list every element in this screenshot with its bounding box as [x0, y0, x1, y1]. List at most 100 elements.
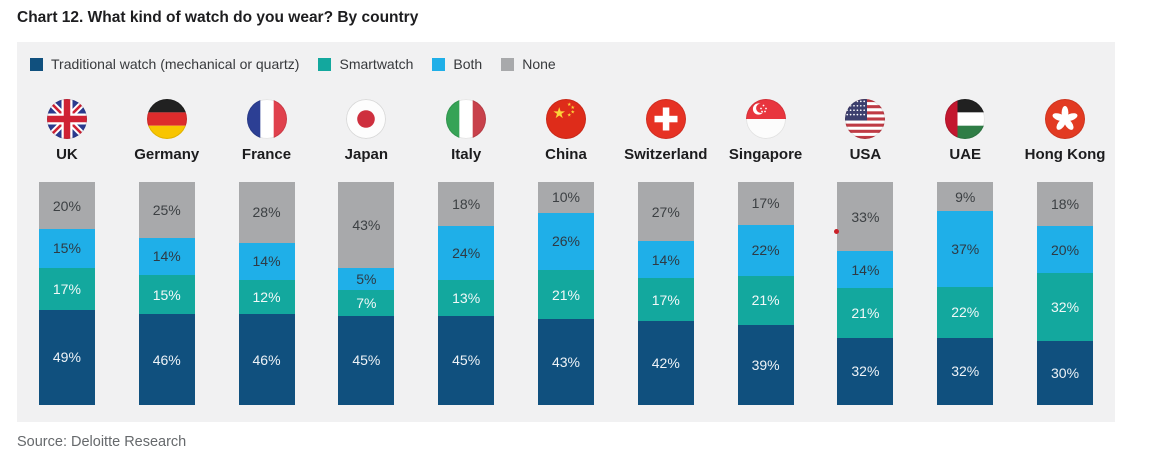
svg-text:★: ★ — [570, 110, 575, 116]
legend: Traditional watch (mechanical or quartz)… — [17, 42, 1115, 72]
country-column: France 28% 14% 12% 46% — [217, 99, 317, 405]
bar-segment: 24% — [438, 226, 495, 281]
bar-segment: 45% — [438, 315, 495, 405]
bar-segment: 46% — [238, 314, 295, 405]
bar-segment: 17% — [737, 182, 794, 225]
bar-segment: 12% — [238, 280, 295, 315]
legend-swatch-icon — [432, 57, 446, 71]
bar-segment: 30% — [1037, 340, 1094, 405]
bar-segment: 21% — [737, 275, 794, 326]
country-column: UAE 9% 37% 22% 32% — [915, 99, 1015, 405]
page-title: Chart 12. What kind of watch do you wear… — [17, 9, 419, 26]
bar-segment: 14% — [837, 251, 894, 289]
bar-segment: 32% — [837, 337, 894, 405]
bar-segment: 22% — [737, 224, 794, 276]
bar-segment: 17% — [637, 278, 694, 321]
bar-segment: 28% — [238, 182, 295, 243]
svg-text:★: ★ — [567, 102, 572, 108]
bar-segment: 32% — [1037, 273, 1094, 341]
bar-segment: 13% — [438, 280, 495, 316]
flag-france-icon — [246, 99, 287, 139]
country-label: France — [241, 146, 292, 163]
bar-segment: 22% — [937, 286, 994, 338]
stacked-bar: 9% 37% 22% 32% — [937, 182, 994, 405]
bar-segment: 37% — [937, 211, 994, 287]
legend-item: None — [501, 56, 556, 72]
legend-label: Both — [453, 56, 483, 72]
bar-segment: 43% — [537, 319, 594, 405]
bar-segment: 14% — [238, 242, 295, 281]
legend-item: Smartwatch — [318, 56, 413, 72]
chart-columns: UK 20% 15% 17% 49% Germany 25% 14% 15% 46% France 2… — [17, 99, 1115, 405]
bar-segment: 9% — [937, 182, 994, 212]
bar-segment: 18% — [1037, 182, 1094, 227]
legend-swatch-icon — [318, 57, 332, 71]
country-label: UK — [56, 146, 78, 163]
stacked-bar: 17% 22% 21% 39% — [737, 182, 794, 405]
bar-segment: 25% — [138, 182, 195, 238]
stacked-bar: 18% 20% 32% 30% — [1037, 182, 1094, 405]
svg-text:★: ★ — [567, 113, 572, 119]
legend-swatch-icon — [501, 57, 515, 71]
flag-japan-icon — [346, 99, 387, 139]
stacked-bar: 43% 5% 7% 45% — [338, 182, 395, 405]
stacked-bar: 10% 26% 21% 43% — [537, 182, 594, 405]
bar-segment: 21% — [837, 288, 894, 338]
bar-segment: 21% — [537, 270, 594, 320]
flag-uae-icon — [945, 99, 986, 139]
flag-uk-icon — [46, 99, 87, 139]
flag-china-icon: ★ ★ ★ ★ ★ — [545, 99, 586, 139]
country-label: Germany — [134, 146, 200, 163]
flag-usa-icon — [845, 99, 886, 139]
bar-segment: 26% — [537, 212, 594, 271]
flag-germany-icon — [146, 99, 187, 139]
country-column: Japan 43% 5% 7% 45% — [316, 99, 416, 405]
stacked-bar: 28% 14% 12% 46% — [238, 182, 295, 405]
bar-segment: 5% — [338, 267, 395, 291]
country-label: Singapore — [728, 146, 803, 163]
bar-segment: 39% — [737, 325, 794, 405]
flag-italy-icon — [446, 99, 487, 139]
country-label: Hong Kong — [1024, 146, 1106, 163]
chart-panel: Traditional watch (mechanical or quartz)… — [17, 42, 1115, 422]
source-note: Source: Deloitte Research — [17, 434, 187, 450]
country-label: UAE — [949, 146, 982, 163]
svg-text:★: ★ — [570, 105, 575, 111]
bar-segment: 33% — [837, 182, 894, 252]
stacked-bar: 20% 15% 17% 49% — [38, 182, 95, 405]
bar-segment: 49% — [38, 309, 95, 405]
country-label: Japan — [344, 146, 389, 163]
bar-segment: 20% — [1037, 226, 1094, 274]
stray-red-dot — [834, 229, 839, 234]
country-column: Germany 25% 14% 15% 46% — [117, 99, 217, 405]
country-label: USA — [849, 146, 882, 163]
country-label: Switzerland — [624, 146, 708, 163]
bar-segment: 20% — [38, 182, 95, 230]
country-column: Hong Kong 18% 20% 32% 30% — [1015, 99, 1115, 405]
stacked-bar: 18% 24% 13% 45% — [438, 182, 495, 405]
country-column: Switzerland 27% 14% 17% 42% — [616, 99, 716, 405]
bar-segment: 42% — [637, 320, 694, 405]
bar-segment: 17% — [38, 267, 95, 310]
bar-segment: 46% — [138, 314, 195, 405]
legend-swatch-icon — [30, 57, 43, 71]
country-column: USA 33% 14% 21% 32% — [816, 99, 916, 405]
legend-item: Both — [432, 56, 482, 72]
legend-label: Smartwatch — [339, 56, 414, 72]
country-label: China — [545, 146, 587, 163]
svg-text:★: ★ — [552, 105, 565, 122]
flag-hongkong-icon — [1045, 99, 1086, 139]
country-column: ★ ★ ★ ★ ★ China 10% 26% 21% 43% — [516, 99, 616, 405]
bar-segment: 18% — [438, 182, 495, 227]
stacked-bar: 27% 14% 17% 42% — [637, 182, 694, 405]
bar-segment: 45% — [338, 315, 395, 405]
bar-segment: 10% — [537, 182, 594, 213]
bar-segment: 15% — [138, 275, 195, 315]
bar-segment: 27% — [637, 182, 694, 242]
legend-label: Traditional watch (mechanical or quartz) — [51, 56, 300, 72]
bar-segment: 43% — [338, 182, 395, 268]
legend-label: None — [522, 56, 556, 72]
country-column: UK 20% 15% 17% 49% — [17, 99, 117, 405]
bar-segment: 14% — [637, 241, 694, 279]
country-column: Italy 18% 24% 13% 45% — [416, 99, 516, 405]
